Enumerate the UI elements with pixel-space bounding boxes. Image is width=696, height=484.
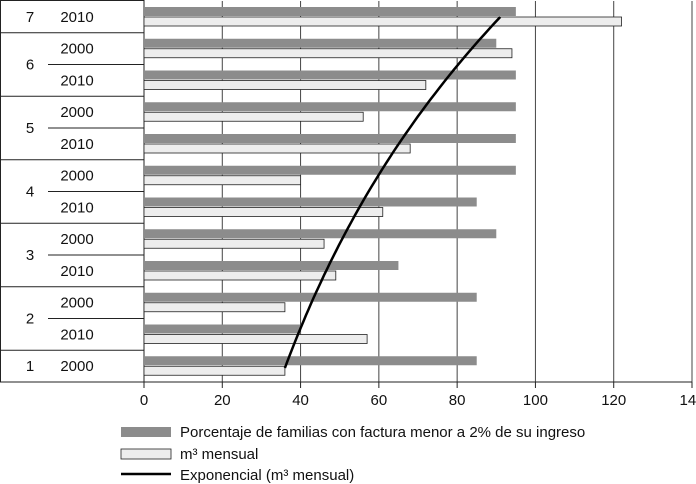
- category-table: 7 2010 6 2000 2010 5 2000 2010 4 2000 2010 3 2000 201…: [0, 0, 145, 383]
- bar-porcentaje: [144, 38, 497, 48]
- group-label: 2: [26, 311, 34, 328]
- legend-label: Porcentaje de familias con factura menor…: [180, 424, 585, 441]
- bars: [143, 7, 622, 376]
- bar-m3: [143, 334, 368, 344]
- bar-porcentaje: [144, 197, 477, 207]
- bar-m3: [143, 207, 384, 217]
- x-tick-label: 40: [292, 392, 309, 409]
- legend-swatch-m3: [120, 448, 172, 460]
- group-label: 7: [26, 9, 34, 26]
- year-label: 2010: [60, 72, 93, 89]
- bar-porcentaje: [144, 356, 477, 366]
- x-tick-label: 60: [371, 392, 388, 409]
- bar-porcentaje: [144, 292, 477, 302]
- bar-m3: [143, 80, 427, 90]
- bar-porcentaje: [144, 324, 301, 334]
- bar-m3: [143, 238, 325, 249]
- bar-m3: [143, 48, 513, 59]
- year-label: 2010: [60, 326, 93, 343]
- bar-m3: [143, 16, 622, 27]
- bar-porcentaje: [144, 70, 516, 80]
- x-tick-label: 140: [679, 392, 696, 409]
- year-label: 2000: [60, 358, 93, 375]
- group-label: 5: [26, 120, 34, 137]
- bar-m3: [143, 270, 337, 281]
- x-axis: 0 20 40 60 80 100 120 140: [0, 381, 696, 409]
- bar-porcentaje: [144, 134, 516, 143]
- x-tick-label: 0: [140, 392, 148, 409]
- group-label: 4: [26, 184, 34, 201]
- bar-m3: [143, 365, 286, 376]
- legend-label: Exponencial (m³ mensual): [180, 467, 354, 484]
- year-label: 2000: [60, 295, 93, 312]
- x-tick-label: 120: [601, 392, 626, 409]
- year-label: 2010: [60, 9, 93, 26]
- x-tick-label: 80: [449, 392, 466, 409]
- bar-porcentaje: [144, 261, 399, 270]
- x-tick-label: 100: [523, 392, 548, 409]
- x-tick-label: 20: [214, 392, 231, 409]
- group-label: 6: [26, 57, 34, 74]
- year-label: 2000: [60, 168, 93, 185]
- year-label: 2010: [60, 136, 93, 153]
- year-label: 2000: [60, 104, 93, 121]
- year-label: 2000: [60, 231, 93, 248]
- year-label: 2010: [60, 199, 93, 216]
- legend-label: m³ mensual: [180, 446, 258, 463]
- bar-m3: [143, 175, 301, 186]
- bar-porcentaje: [144, 229, 497, 239]
- bar-m3: [143, 143, 411, 154]
- group-label: 3: [26, 247, 34, 264]
- legend: Porcentaje de familias con factura menor…: [120, 424, 585, 484]
- bar-m3: [143, 302, 286, 313]
- bar-porcentaje: [144, 102, 516, 112]
- bar-m3: [143, 111, 364, 122]
- year-label: 2000: [60, 41, 93, 58]
- year-label: 2010: [60, 263, 93, 280]
- legend-swatch-porcentaje: [121, 427, 171, 437]
- exponential-trendline: [283, 16, 502, 369]
- group-label: 1: [26, 358, 34, 375]
- bar-porcentaje: [144, 165, 516, 175]
- trend-line: [283, 16, 502, 369]
- bar-porcentaje: [144, 7, 516, 16]
